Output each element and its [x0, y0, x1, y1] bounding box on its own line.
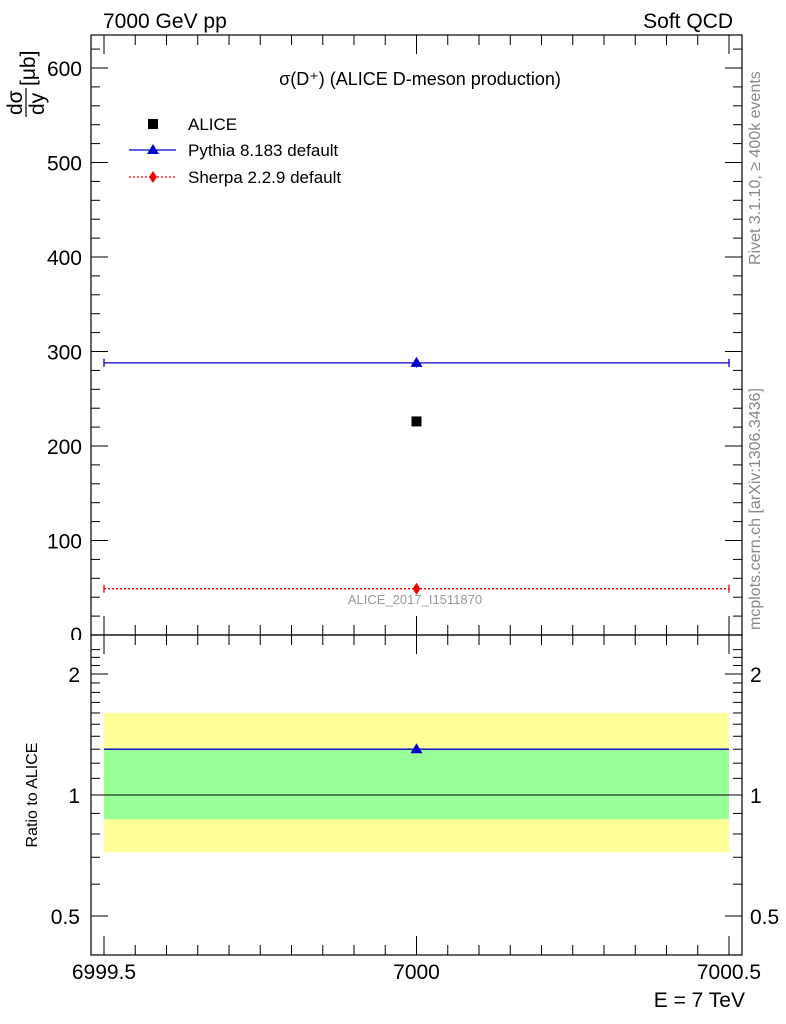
legend-label: Sherpa 2.2.9 default [188, 168, 341, 187]
header-left: 7000 GeV pp [103, 10, 227, 33]
rivet-side-label: Rivet 3.1.10, ≥ 400k events [747, 71, 764, 265]
svg-text:dy: dy [26, 92, 49, 115]
ratio-point-pythia [410, 743, 423, 754]
upper-ytick-label: 500 [47, 153, 82, 176]
lower-ytick-label: 0.5 [51, 906, 80, 929]
plot-title: σ(D⁺) (ALICE D-meson production) [279, 69, 561, 89]
legend-marker-alice [148, 119, 158, 129]
data-point-sherpa [412, 582, 421, 595]
upper-ytick-label: 100 [47, 531, 82, 554]
lower-panel: 0.5 0.5 1 1 2 2 6999.5 7000 7000.5 [51, 634, 779, 984]
watermark-label: ALICE_2017_I1511870 [348, 592, 482, 607]
legend-label: ALICE [188, 115, 237, 134]
xtick-label: 7000 [393, 961, 440, 984]
mcplots-side-label: mcplots.cern.ch [arXiv:1306.3436] [747, 388, 764, 630]
lower-ytick-label-right: 2 [750, 664, 762, 687]
upper-y-axis-label: dσ dy [μb] [4, 51, 49, 117]
legend-marker-pythia [147, 144, 159, 154]
upper-ytick-label: 400 [47, 247, 82, 270]
lower-ytick-label: 1 [68, 785, 80, 808]
header-right: Soft QCD [643, 10, 733, 33]
svg-text:dσ: dσ [4, 90, 27, 115]
upper-ytick-label-zero: 0 [70, 624, 82, 647]
xtick-label: 7000.5 [697, 961, 761, 984]
svg-text:[μb]: [μb] [17, 51, 40, 86]
legend-marker-sherpa [149, 171, 157, 183]
x-axis-label: E = 7 TeV [654, 989, 745, 1012]
data-point-pythia [410, 356, 423, 367]
data-point-alice [411, 416, 422, 427]
upper-panel: 100 200 300 400 500 600 0 [47, 34, 743, 647]
upper-ytick-label: 200 [47, 436, 82, 459]
upper-ytick-label: 600 [47, 58, 82, 81]
lower-ytick-label-right: 0.5 [750, 906, 779, 929]
uncertainty-band-inner [104, 749, 729, 820]
legend-label: Pythia 8.183 default [188, 141, 339, 160]
lower-ytick-label-right: 1 [750, 785, 762, 808]
lower-ytick-label: 2 [68, 664, 80, 687]
upper-ytick-label: 300 [47, 342, 82, 365]
lower-y-axis-label: Ratio to ALICE [24, 743, 41, 848]
legend: ALICE Pythia 8.183 default Sherpa 2.2.9 de… [129, 115, 341, 187]
xtick-label: 6999.5 [72, 961, 136, 984]
